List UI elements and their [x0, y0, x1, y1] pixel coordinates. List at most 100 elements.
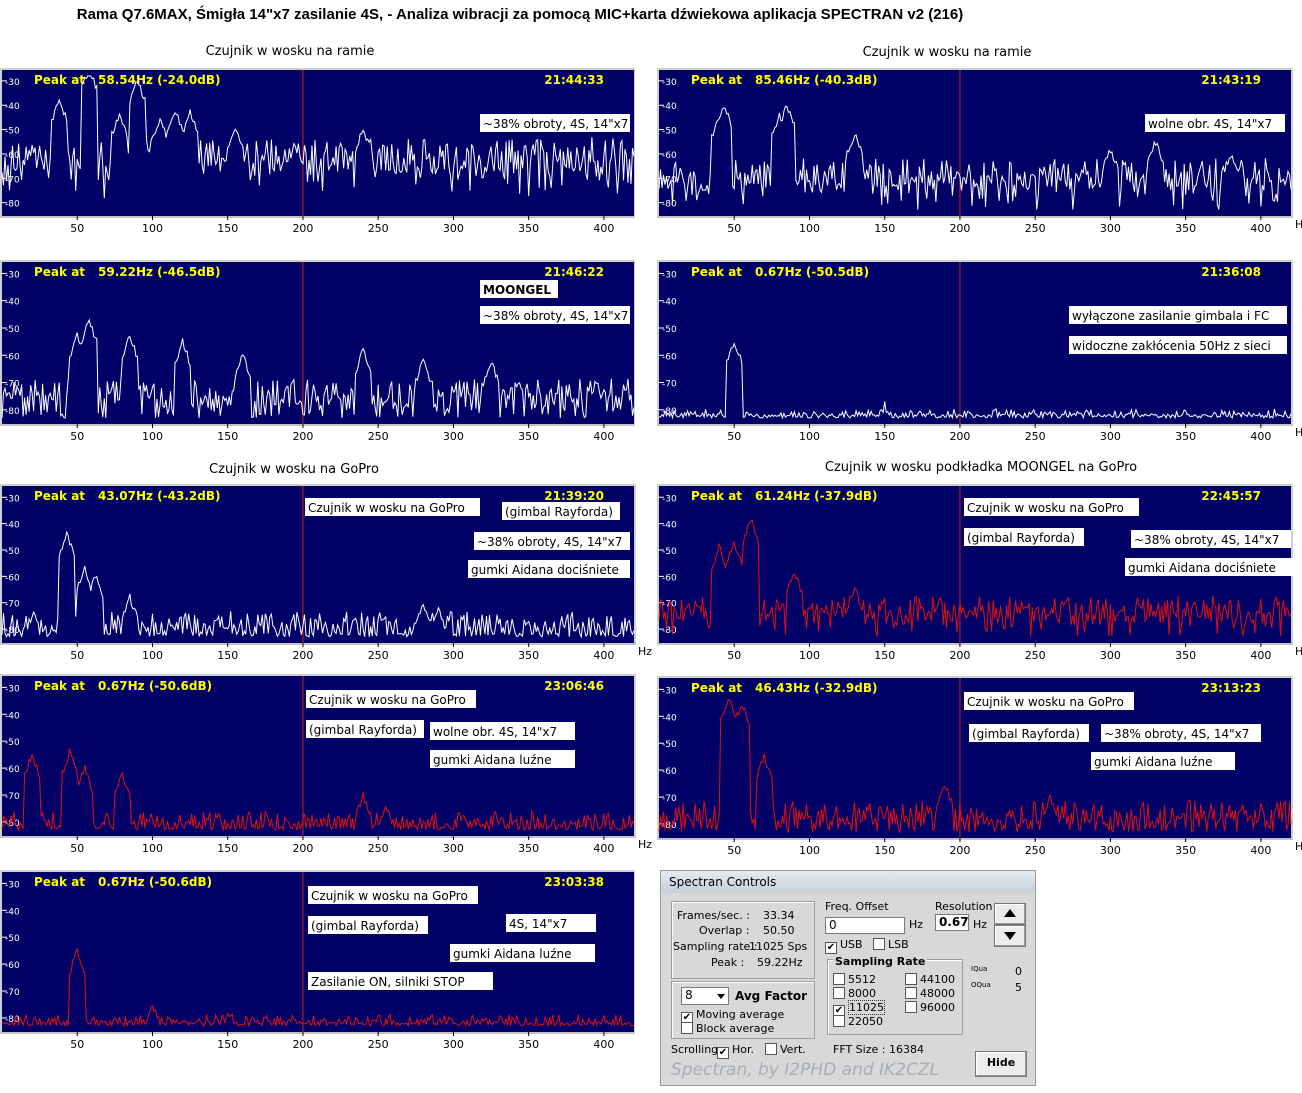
- x-axis-strip: [0, 424, 635, 445]
- rate-11025[interactable]: ✔ 11025: [833, 1000, 885, 1017]
- x-axis-strip: [0, 1032, 635, 1055]
- resolution-input[interactable]: 0.67: [935, 914, 969, 931]
- x-tick-label: 400: [593, 649, 614, 662]
- controls-title-bar[interactable]: Spectran Controls: [661, 871, 1035, 893]
- stat-value-overlap: 50.50: [763, 924, 795, 937]
- rate-8000[interactable]: 8000: [833, 987, 876, 1000]
- resolution-down-button[interactable]: [994, 925, 1026, 947]
- x-tick-label: 350: [518, 1038, 539, 1051]
- spectrum-panel-9: -30 -40 -50 -60 -70 -80 50 100 150 200 250 300 350 40…: [0, 870, 635, 1055]
- y-tick-label: -80: [662, 626, 677, 636]
- rate-5512[interactable]: 5512: [833, 973, 876, 986]
- y-tick-label: -60: [5, 573, 20, 583]
- page-title: Rama Q7.6MAX, Śmigła 14"x7 zasilanie 4S,…: [76, 6, 964, 23]
- spectrum-svg: -30 -40 -50 -60 -70 -80 50 100 150 200 250 300 350 40…: [0, 870, 635, 1055]
- y-tick-label: -40: [662, 102, 677, 112]
- avg-factor-select[interactable]: 8: [681, 987, 729, 1005]
- spectrum-trace: [658, 342, 1292, 420]
- x-tick-label: 100: [799, 222, 820, 233]
- x-tick-label: 150: [874, 222, 895, 233]
- peak-label: Peak at: [34, 73, 85, 87]
- y-tick-label: -40: [5, 711, 20, 721]
- y-tick-label: -40: [5, 298, 20, 308]
- usb-checkbox[interactable]: ✔ USB: [825, 938, 863, 954]
- annotation-text: MOONGEL: [483, 283, 551, 297]
- x-tick-label: 400: [593, 1038, 614, 1051]
- y-tick-label: -50: [5, 547, 20, 557]
- annotation-box: [1069, 306, 1287, 324]
- peak-label: Peak at: [691, 265, 742, 279]
- x-axis-strip: [657, 838, 1293, 861]
- annotation-text: (gimbal Rayforda): [311, 919, 419, 933]
- annotation-text: ~38% obroty, 4S, 14"x7: [1104, 727, 1249, 741]
- spectrum-svg: -30 -40 -50 -60 -70 -80 50 100 150 200 250 300 350 40…: [0, 260, 635, 445]
- x-tick-label: 300: [443, 1038, 464, 1051]
- x-unit-label: Hz: [1295, 645, 1302, 658]
- annotation-box: [308, 972, 493, 990]
- x-tick-label: 150: [217, 222, 238, 233]
- annotation-text: widoczne zakłócenia 50Hz z sieci: [1072, 339, 1271, 353]
- peak-label: Peak at: [34, 265, 85, 279]
- rate-96000-label: 96000: [920, 1001, 955, 1014]
- lsb-checkbox[interactable]: LSB: [873, 938, 909, 951]
- spectrum-trace: [1, 748, 635, 832]
- annotation-text: wyłączone zasilanie gimbala i FC: [1072, 309, 1269, 323]
- scroll-vert-checkbox[interactable]: Vert.: [765, 1043, 806, 1056]
- peak-label: Peak at: [691, 489, 742, 503]
- x-tick-label: 250: [1025, 430, 1046, 443]
- x-axis-strip: [657, 643, 1293, 664]
- rate-48000-label: 48000: [920, 987, 955, 1000]
- x-tick-label: 350: [1175, 649, 1196, 662]
- x-unit-label: Hz: [638, 645, 652, 658]
- block-average-checkbox[interactable]: Block average: [681, 1022, 774, 1035]
- spectrum-panel-8: -30 -40 -50 -60 -70 -80 50 100 150 200 250 300 350 40…: [657, 676, 1302, 861]
- x-tick-label: 250: [368, 1038, 389, 1051]
- moving-average-checkbox[interactable]: ✔ Moving average: [681, 1008, 784, 1024]
- y-tick-label: -40: [5, 102, 20, 112]
- y-tick-label: -30: [662, 78, 677, 88]
- freq-offset-input[interactable]: 0: [825, 917, 905, 934]
- freq-offset-unit: Hz: [909, 918, 924, 931]
- annotation-text: gumki Aidana luźne: [1094, 755, 1213, 769]
- spectrum-panel-4: -30 -40 -50 -60 -70 -80 50 100 150 200 250 300 350 40…: [657, 260, 1302, 445]
- annotation-text: (gimbal Rayforda): [505, 505, 613, 519]
- y-tick-label: -60: [662, 767, 677, 777]
- rate-96000[interactable]: 96000: [905, 1001, 955, 1014]
- annotation-box: [468, 560, 630, 578]
- y-tick-label: -50: [662, 547, 677, 557]
- rate-22050[interactable]: 22050: [833, 1015, 883, 1028]
- peak-time: 21:43:19: [1201, 73, 1261, 87]
- hide-button[interactable]: Hide: [975, 1051, 1027, 1077]
- annotation-box: [474, 532, 630, 550]
- peak-value: 46.43Hz (-32.9dB): [755, 681, 877, 695]
- oqua-label: OQua: [971, 981, 991, 989]
- x-tick-label: 300: [1100, 844, 1121, 857]
- annotation-box: [1125, 558, 1295, 576]
- annotation-text: gumki Aidana luźne: [453, 947, 572, 961]
- y-tick-label: -40: [662, 298, 677, 308]
- rate-11025-label: 11025: [848, 1000, 885, 1015]
- y-tick-label: -50: [662, 127, 677, 137]
- annotation-box: [1101, 724, 1261, 742]
- rate-44100[interactable]: 44100: [905, 973, 955, 986]
- peak-time: 23:03:38: [544, 875, 604, 889]
- annotation-text: Czujnik w wosku na GoPro: [309, 693, 466, 707]
- y-tick-label: -80: [5, 819, 20, 829]
- x-tick-label: 400: [593, 842, 614, 855]
- scroll-vert-label: Vert.: [780, 1043, 806, 1056]
- annotation-text: 4S, 14"x7: [509, 917, 567, 931]
- chevron-down-icon: [717, 994, 725, 999]
- annotation-box: [306, 690, 476, 708]
- x-tick-label: 150: [874, 649, 895, 662]
- stats-box: [671, 901, 815, 979]
- y-tick-label: -40: [662, 713, 677, 723]
- rate-48000[interactable]: 48000: [905, 987, 955, 1000]
- scroll-hor-checkbox[interactable]: ✔ Hor.: [717, 1043, 754, 1059]
- x-tick-label: 300: [443, 222, 464, 233]
- resolution-up-button[interactable]: [994, 903, 1026, 925]
- x-tick-label: 100: [142, 842, 163, 855]
- annotation-box: [430, 750, 575, 768]
- annotation-box: [964, 498, 1139, 516]
- caption-left-mid: Czujnik w wosku na GoPro: [209, 462, 379, 477]
- avg-factor-label: Avg Factor: [735, 989, 808, 1003]
